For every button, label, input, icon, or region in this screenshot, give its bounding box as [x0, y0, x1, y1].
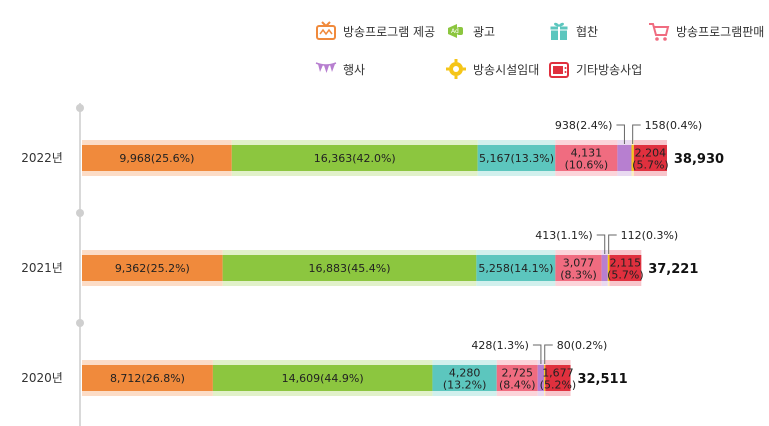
data-label: 9,968(25.6%) — [119, 152, 194, 165]
legend-item: 협찬 — [548, 20, 598, 42]
callout-line — [632, 124, 641, 144]
gift-icon — [549, 22, 569, 40]
legend-label: 광고 — [473, 24, 496, 39]
data-label: 8,712(26.8%) — [110, 372, 185, 385]
data-label: 3,077 (8.3%) — [560, 257, 597, 282]
total-label: 32,511 — [577, 372, 627, 387]
callout-label: 80(0.2%) — [557, 339, 608, 352]
category-label: 2020년 — [21, 371, 63, 385]
bar-segment — [601, 255, 608, 281]
bar-segment — [477, 145, 556, 171]
category-label: 2022년 — [21, 151, 63, 165]
callout-label: 413(1.1%) — [535, 229, 593, 242]
bar-segment — [555, 255, 602, 281]
bar-segment — [476, 255, 556, 281]
axis-marker — [76, 104, 84, 112]
callout-label: 938(2.4%) — [555, 119, 613, 132]
gear-icon — [446, 59, 466, 79]
callout-label: 158(0.4%) — [645, 119, 703, 132]
bar-segment — [633, 145, 667, 171]
callout-line — [596, 234, 606, 254]
legend-item: 기타방송사업 — [548, 58, 642, 80]
bar-segment — [617, 145, 632, 171]
axis-marker — [76, 209, 84, 217]
callout-line — [608, 234, 617, 254]
data-label: 9,362(25.2%) — [115, 262, 190, 275]
bar-segment — [82, 255, 223, 281]
callout-label: 428(1.3%) — [471, 339, 529, 352]
callout-line — [532, 344, 542, 364]
total-label: 37,221 — [648, 262, 698, 277]
bar-segment — [82, 145, 232, 171]
bar-segment — [231, 145, 478, 171]
bar-segment — [609, 255, 642, 281]
callout-line — [544, 344, 553, 364]
bar-segment — [82, 365, 213, 391]
data-label: 16,363(42.0%) — [314, 152, 396, 165]
data-label: 5,167(13.3%) — [479, 152, 554, 165]
data-label: 2,204 (5.7%) — [632, 147, 669, 172]
bar-segment — [212, 365, 433, 391]
legend-item: 방송프로그램판매 — [648, 20, 764, 42]
cart-icon — [649, 23, 670, 41]
legend-label: 기타방송사업 — [576, 62, 643, 77]
data-label: 16,883(45.4%) — [309, 262, 391, 275]
bar-segment — [545, 365, 571, 391]
total-label: 38,930 — [674, 152, 724, 167]
legend-label: 방송프로그램판매 — [676, 24, 765, 39]
bar-segment — [537, 365, 545, 391]
bar-segment — [555, 145, 618, 171]
legend-item: 방송프로그램 제공 — [315, 20, 435, 42]
category-label: 2021년 — [21, 261, 63, 275]
data-label: 2,725 (8.4%) — [499, 367, 536, 392]
bar-segment — [544, 365, 546, 391]
bar-segment — [222, 255, 477, 281]
data-label: 2,115 (5.7%) — [607, 257, 644, 282]
legend-label: 방송프로그램 제공 — [343, 24, 436, 39]
legend-item: Ad 광고 — [445, 20, 495, 42]
bar-segment — [631, 145, 634, 171]
broadcast-tv-icon — [549, 62, 569, 78]
legend-label: 방송시설임대 — [473, 62, 540, 77]
svg-text:Ad: Ad — [451, 28, 459, 35]
legend-label: 협찬 — [576, 24, 599, 39]
data-label: 1,677 (5.2%) — [540, 367, 577, 392]
legend-label: 행사 — [343, 62, 366, 77]
data-label: 4,280 (13.2%) — [443, 367, 487, 392]
bar-segment — [607, 255, 610, 281]
data-label: 5,258(14.1%) — [478, 262, 553, 275]
callout-label: 112(0.3%) — [621, 229, 679, 242]
ad-megaphone-icon: Ad — [448, 24, 463, 38]
bar-segment — [432, 365, 497, 391]
axis-marker — [76, 319, 84, 327]
callout-line — [616, 124, 625, 144]
data-label: 14,609(44.9%) — [282, 372, 364, 385]
bar-segment — [496, 365, 538, 391]
legend-item: 방송시설임대 — [445, 58, 539, 80]
legend-item: 행사 — [315, 58, 365, 80]
tv-icon — [316, 21, 336, 40]
bunting-flag-icon — [315, 62, 337, 73]
data-label: 4,131 (10.6%) — [565, 147, 609, 172]
